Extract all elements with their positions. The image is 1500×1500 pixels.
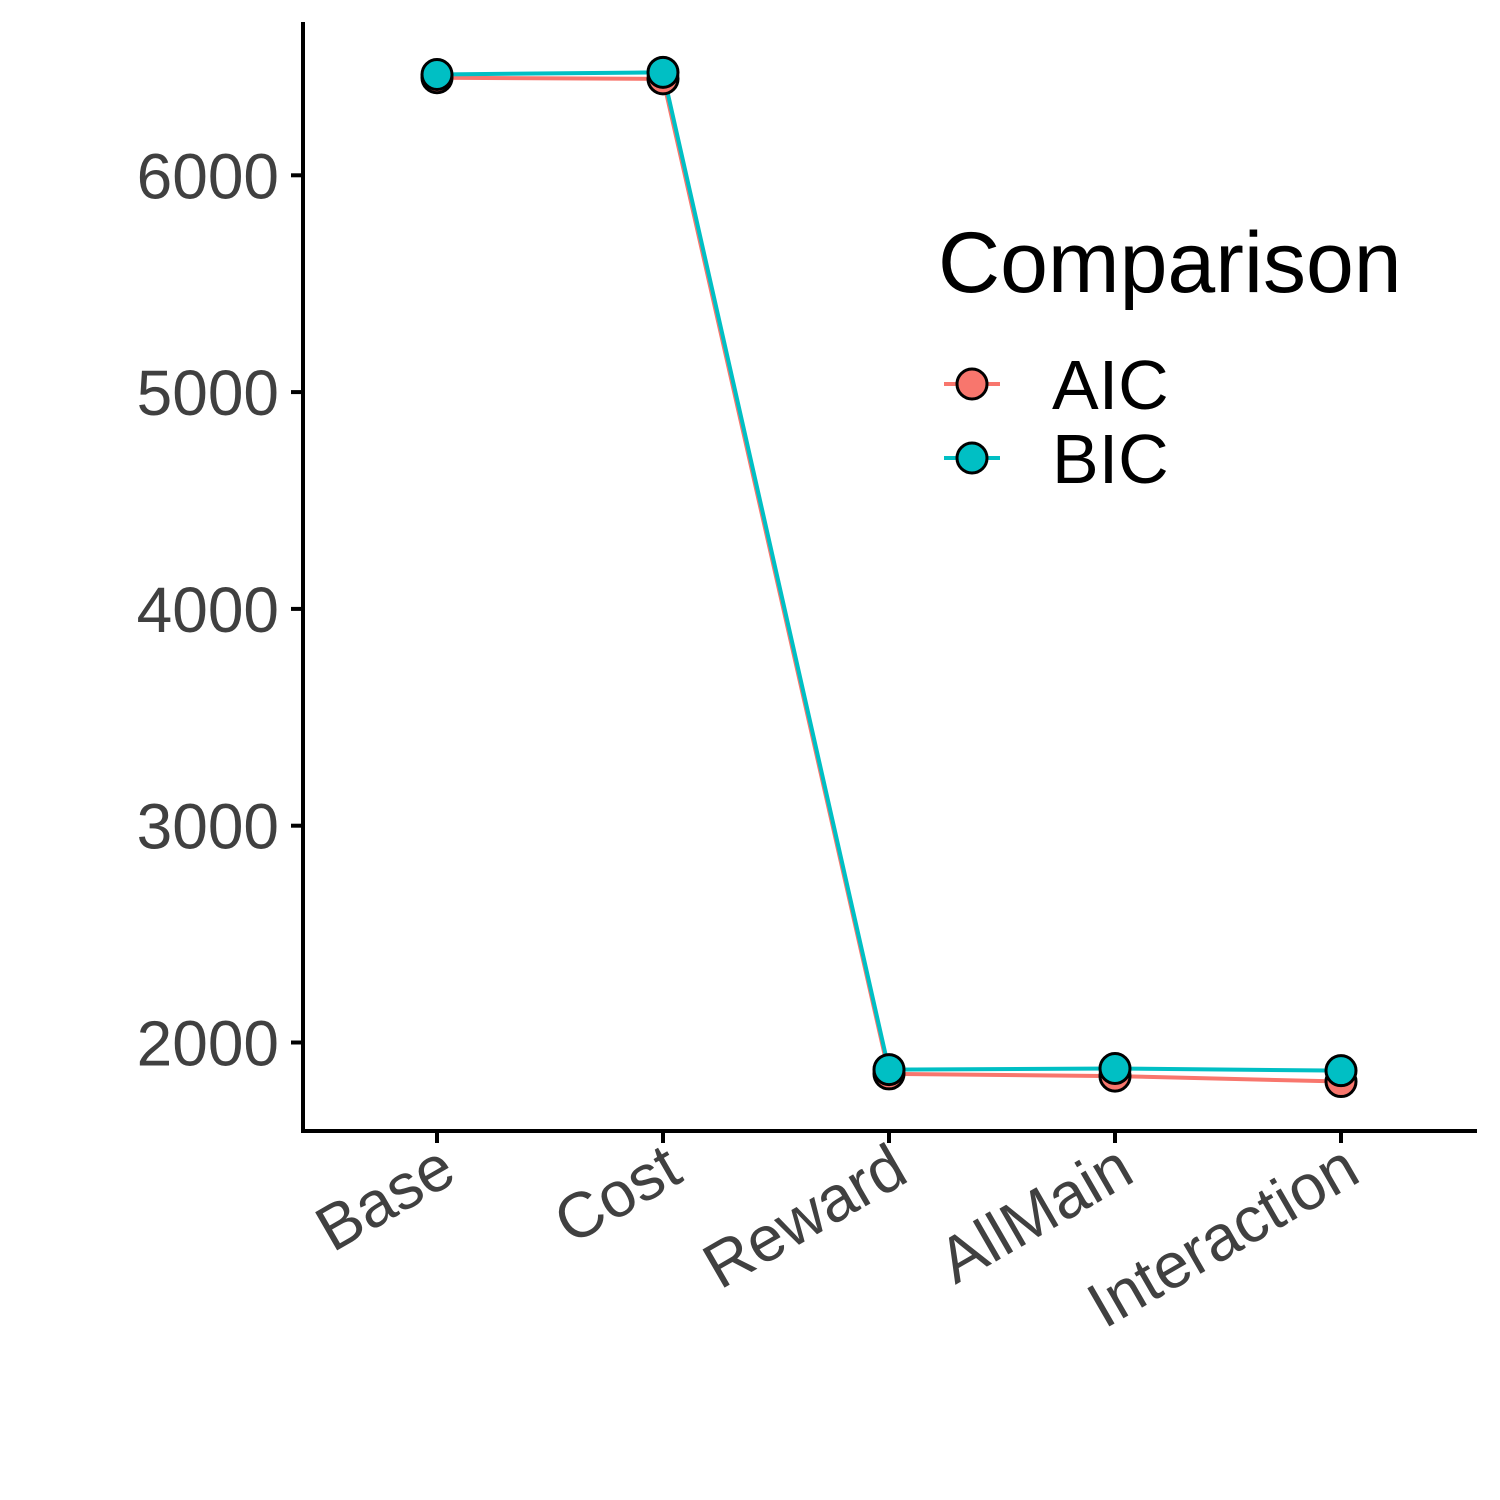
series-points bbox=[420, 55, 1358, 1099]
data-point-bic bbox=[646, 55, 680, 89]
legend-label: AIC bbox=[1052, 346, 1169, 424]
y-tick-label: 6000 bbox=[137, 140, 279, 212]
y-tick-label: 3000 bbox=[137, 791, 279, 863]
y-tick-label: 2000 bbox=[137, 1008, 279, 1080]
legend-label: BIC bbox=[1052, 420, 1169, 498]
x-tick-label: Reward bbox=[691, 1130, 918, 1303]
data-point-bic bbox=[1324, 1054, 1358, 1088]
legend-item-aic: AIC bbox=[944, 346, 1169, 424]
y-axis-ticks: 2000 3000 4000 5000 6000 bbox=[137, 140, 303, 1080]
legend-title: Comparison bbox=[938, 215, 1402, 311]
data-point-bic bbox=[872, 1053, 906, 1087]
x-tick-label: Cost bbox=[542, 1130, 692, 1258]
legend-key-point bbox=[955, 441, 989, 475]
data-point-bic bbox=[420, 57, 454, 91]
legend-item-bic: BIC bbox=[944, 420, 1169, 498]
y-tick-label: 5000 bbox=[137, 357, 279, 429]
y-tick-label: 4000 bbox=[137, 574, 279, 646]
x-tick-label: Base bbox=[304, 1130, 466, 1265]
data-point-bic bbox=[1098, 1052, 1132, 1086]
legend-key-point bbox=[955, 367, 989, 401]
